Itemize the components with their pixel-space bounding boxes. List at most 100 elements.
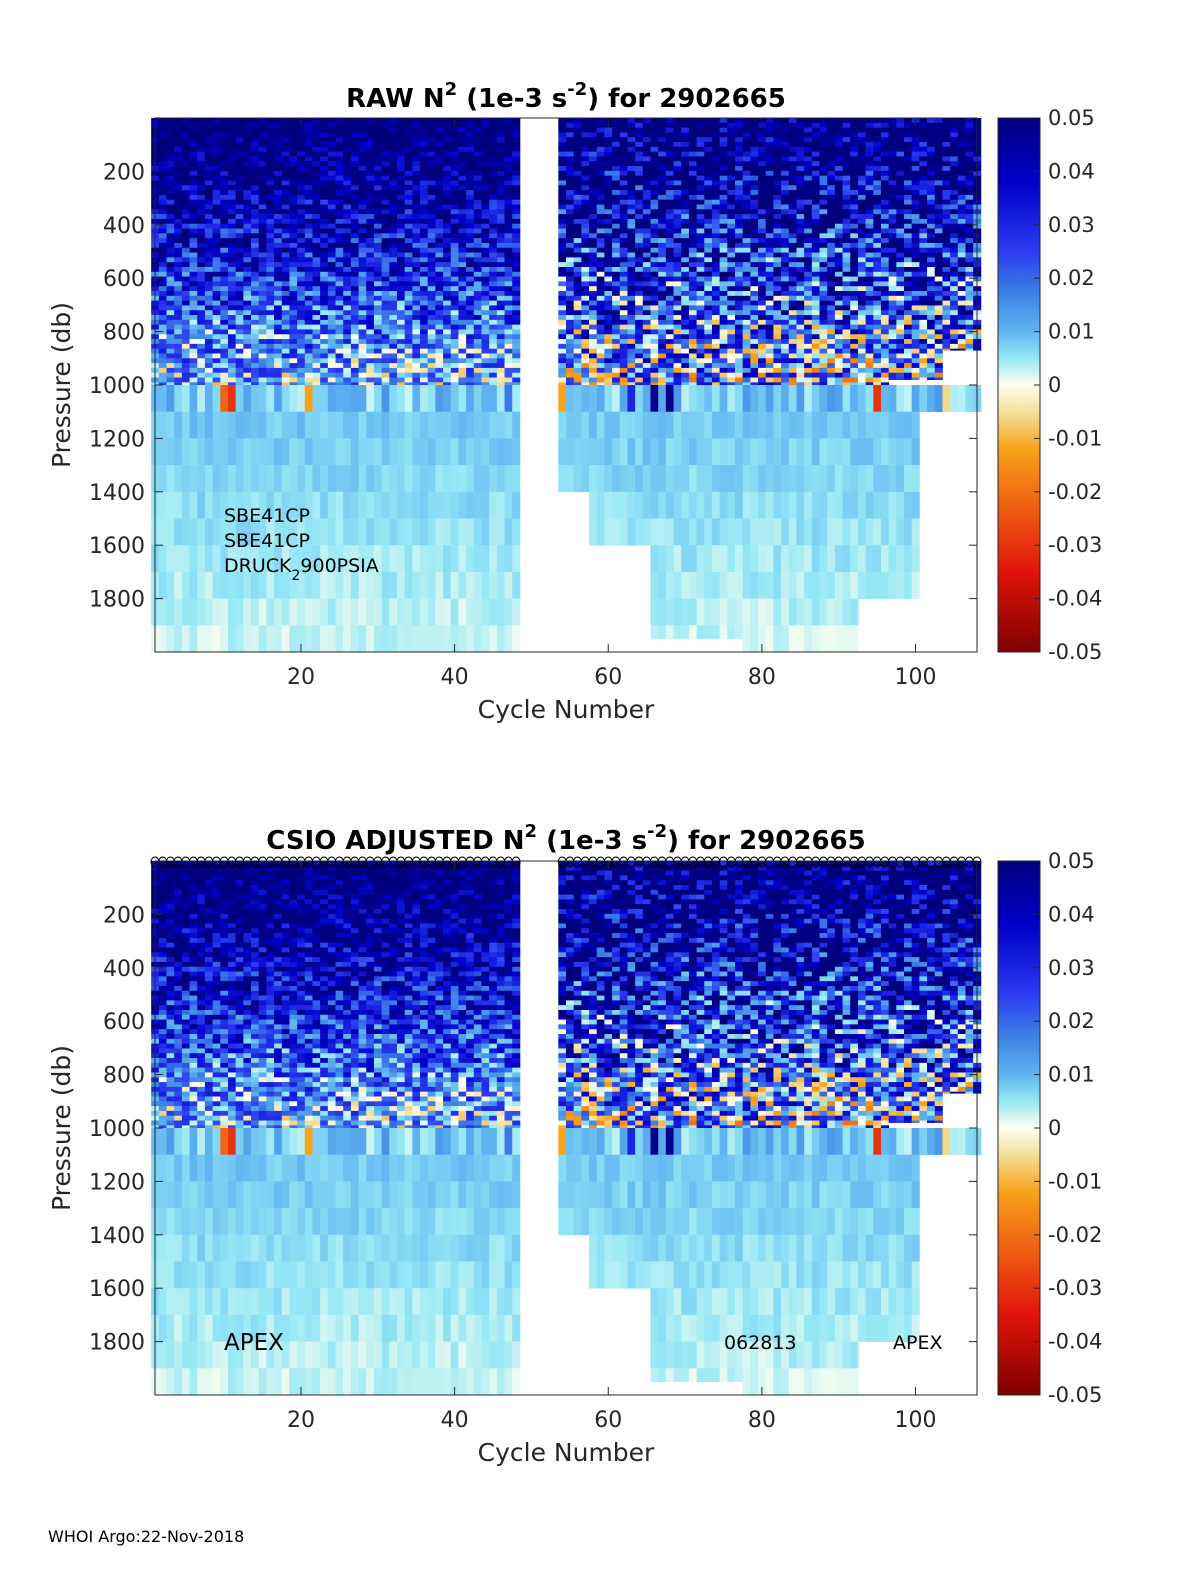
heatmap-cell [251, 118, 260, 124]
heatmap-cell [466, 329, 475, 335]
heatmap-cell [481, 625, 490, 653]
heatmap-cell [558, 142, 567, 148]
heatmap-cell [289, 310, 298, 316]
heatmap-cell [612, 175, 621, 181]
heatmap-cell [443, 518, 452, 546]
heatmap-cell [727, 262, 736, 268]
heatmap-cell [289, 142, 298, 148]
heatmap-cell [673, 262, 682, 268]
heatmap-cell [389, 329, 398, 335]
heatmap-cell [420, 228, 429, 234]
heatmap-cell [373, 209, 383, 215]
heatmap-cell [220, 465, 229, 493]
heatmap-cell [220, 262, 229, 268]
heatmap-cell [404, 180, 413, 186]
heatmap-cell [773, 247, 782, 253]
heatmap-cell [558, 218, 567, 225]
heatmap-cell [566, 281, 575, 287]
heatmap-cell [281, 209, 290, 215]
heatmap-cell [204, 465, 214, 493]
heatmap-cell [327, 377, 336, 383]
heatmap-cell [420, 598, 429, 626]
heatmap-cell [335, 175, 344, 181]
heatmap-cell [335, 194, 344, 201]
heatmap-cell [227, 358, 237, 364]
heatmap-cell [612, 118, 621, 124]
heatmap-cell [435, 315, 444, 321]
heatmap-cell [635, 252, 644, 258]
heatmap-cell [742, 151, 751, 157]
heatmap-cell [404, 204, 413, 210]
heatmap-cell [220, 329, 229, 335]
heatmap-cell [750, 598, 759, 626]
heatmap-cell [696, 281, 705, 287]
heatmap-cell [281, 305, 290, 311]
heatmap-cell [327, 291, 336, 297]
heatmap-cell [320, 625, 329, 653]
heatmap-cell [711, 300, 721, 306]
heatmap-cell [458, 286, 467, 292]
heatmap-cell [289, 118, 298, 124]
heatmap-cell [166, 286, 175, 292]
heatmap-cell [665, 598, 674, 626]
heatmap-cell [396, 348, 406, 354]
heatmap-cell [581, 228, 590, 234]
heatmap-cell [420, 262, 429, 268]
heatmap-cell [274, 223, 283, 229]
heatmap-cell [496, 170, 505, 176]
heatmap-cell [596, 166, 605, 172]
heatmap-cell [197, 598, 206, 626]
heatmap-cell [327, 348, 336, 354]
heatmap-cell [589, 214, 598, 220]
heatmap-cell [389, 156, 398, 162]
heatmap-cell [343, 382, 352, 386]
heatmap-cell [681, 218, 690, 225]
heatmap-cell [320, 465, 329, 493]
heatmap-cell [320, 122, 329, 128]
heatmap-cell [251, 315, 260, 321]
heatmap-cell [627, 194, 636, 201]
heatmap-cell [673, 185, 682, 191]
heatmap-cell [473, 363, 482, 369]
heatmap-cell [589, 137, 598, 143]
heatmap-cell [212, 315, 221, 321]
heatmap-cell [381, 185, 390, 191]
heatmap-cell [596, 142, 605, 148]
heatmap-cell [258, 625, 267, 653]
chart-title: RAW N2 (1e-3 s-2) for 2902665 [346, 79, 786, 114]
heatmap-cell [658, 319, 667, 325]
heatmap-cell [304, 358, 313, 364]
heatmap-cell [166, 190, 175, 196]
heatmap-cell [711, 214, 721, 220]
heatmap-cell [596, 132, 605, 138]
heatmap-cell [496, 142, 505, 148]
heatmap-cell [251, 353, 260, 359]
heatmap-cell [320, 175, 329, 181]
heatmap-cell [212, 257, 221, 263]
heatmap-cell [189, 329, 198, 335]
heatmap-cell [227, 329, 237, 335]
heatmap-cell [304, 465, 313, 493]
heatmap-cell [389, 214, 398, 220]
heatmap-cell [204, 238, 214, 244]
heatmap-cell [758, 315, 767, 321]
heatmap-cell [704, 271, 713, 277]
heatmap-cell [158, 161, 167, 167]
heatmap-cell [220, 363, 229, 369]
heatmap-cell [750, 156, 759, 162]
heatmap-cell [335, 339, 344, 345]
heatmap-cell [251, 185, 260, 191]
heatmap-cell [197, 385, 206, 412]
heatmap-cell [681, 385, 690, 412]
heatmap-cell [320, 262, 329, 268]
heatmap-cell [696, 175, 705, 181]
heatmap-cell [735, 204, 744, 210]
heatmap-cell [420, 137, 429, 143]
heatmap-cell [335, 242, 344, 249]
heatmap-cell [396, 233, 406, 239]
heatmap-cell [681, 491, 690, 519]
heatmap-cell [235, 305, 244, 311]
heatmap-cell [204, 291, 214, 297]
heatmap-cell [320, 223, 329, 229]
heatmap-cell [758, 142, 767, 148]
